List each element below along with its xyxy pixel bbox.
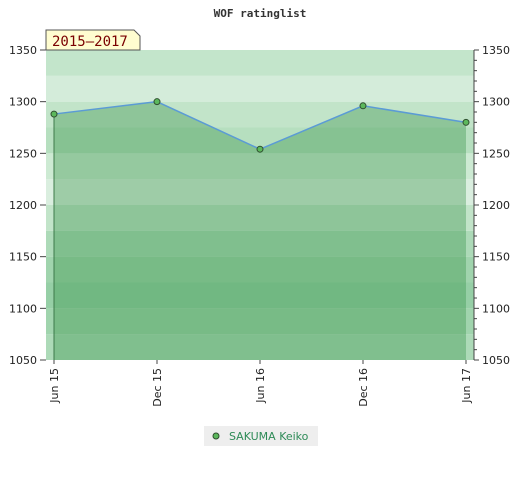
- background-band: [46, 75, 474, 102]
- data-point[interactable]: [256, 145, 264, 153]
- left-tick-label: 1300: [9, 96, 37, 109]
- legend-marker-icon: [212, 432, 220, 440]
- background-band: [46, 153, 474, 180]
- x-tick-label: Jun 17: [460, 368, 473, 404]
- data-markers: [50, 98, 470, 153]
- background-band: [46, 282, 474, 309]
- x-tick-label: Dec 15: [151, 368, 164, 407]
- right-tick-label: 1150: [482, 251, 510, 264]
- background-band: [46, 256, 474, 283]
- right-tick-label: 1050: [482, 354, 510, 367]
- background-band: [46, 334, 474, 360]
- right-tick-label: 1350: [482, 44, 510, 57]
- background-band: [46, 205, 474, 231]
- right-axis: 1050 1100 1150 1200 1250 1300 1350: [473, 44, 510, 367]
- x-tick-label: Jun 16: [254, 368, 267, 404]
- left-tick-label: 1050: [9, 354, 37, 367]
- legend[interactable]: SAKUMA Keiko: [204, 426, 318, 446]
- left-tick-label: 1250: [9, 147, 37, 160]
- left-tick-label: 1100: [9, 302, 37, 315]
- period-label-box: [45, 29, 141, 51]
- data-point[interactable]: [359, 102, 367, 110]
- background-band: [46, 50, 474, 76]
- data-point[interactable]: [50, 110, 58, 118]
- period-label: 2015–2017: [45, 29, 141, 51]
- right-tick-label: 1300: [482, 96, 510, 109]
- x-tick-label: Jun 15: [48, 368, 61, 404]
- data-point[interactable]: [462, 118, 470, 126]
- left-tick-label: 1200: [9, 199, 37, 212]
- background-band: [46, 308, 474, 335]
- data-point[interactable]: [153, 98, 161, 106]
- right-tick-label: 1250: [482, 147, 510, 160]
- legend-series-label: SAKUMA Keiko: [229, 430, 309, 443]
- right-tick-label: 1200: [482, 199, 510, 212]
- chart-title: WOF ratinglist: [214, 7, 307, 20]
- period-label-text: 2015–2017: [52, 34, 128, 50]
- left-axis: 1050 1100 1150 1200 1250 1300 1350: [9, 44, 46, 367]
- x-tick-label: Dec 16: [357, 368, 370, 407]
- background-bands: [46, 50, 474, 360]
- background-band: [46, 179, 474, 205]
- left-tick-label: 1150: [9, 251, 37, 264]
- area-layer: [53, 101, 466, 361]
- background-band: [46, 230, 474, 257]
- series-area: [54, 101, 466, 361]
- x-axis: Jun 15 Dec 15 Jun 16 Dec 16 Jun 17: [48, 360, 473, 407]
- left-tick-label: 1350: [9, 44, 37, 57]
- right-tick-label: 1100: [482, 302, 510, 315]
- legend-box: [204, 426, 318, 446]
